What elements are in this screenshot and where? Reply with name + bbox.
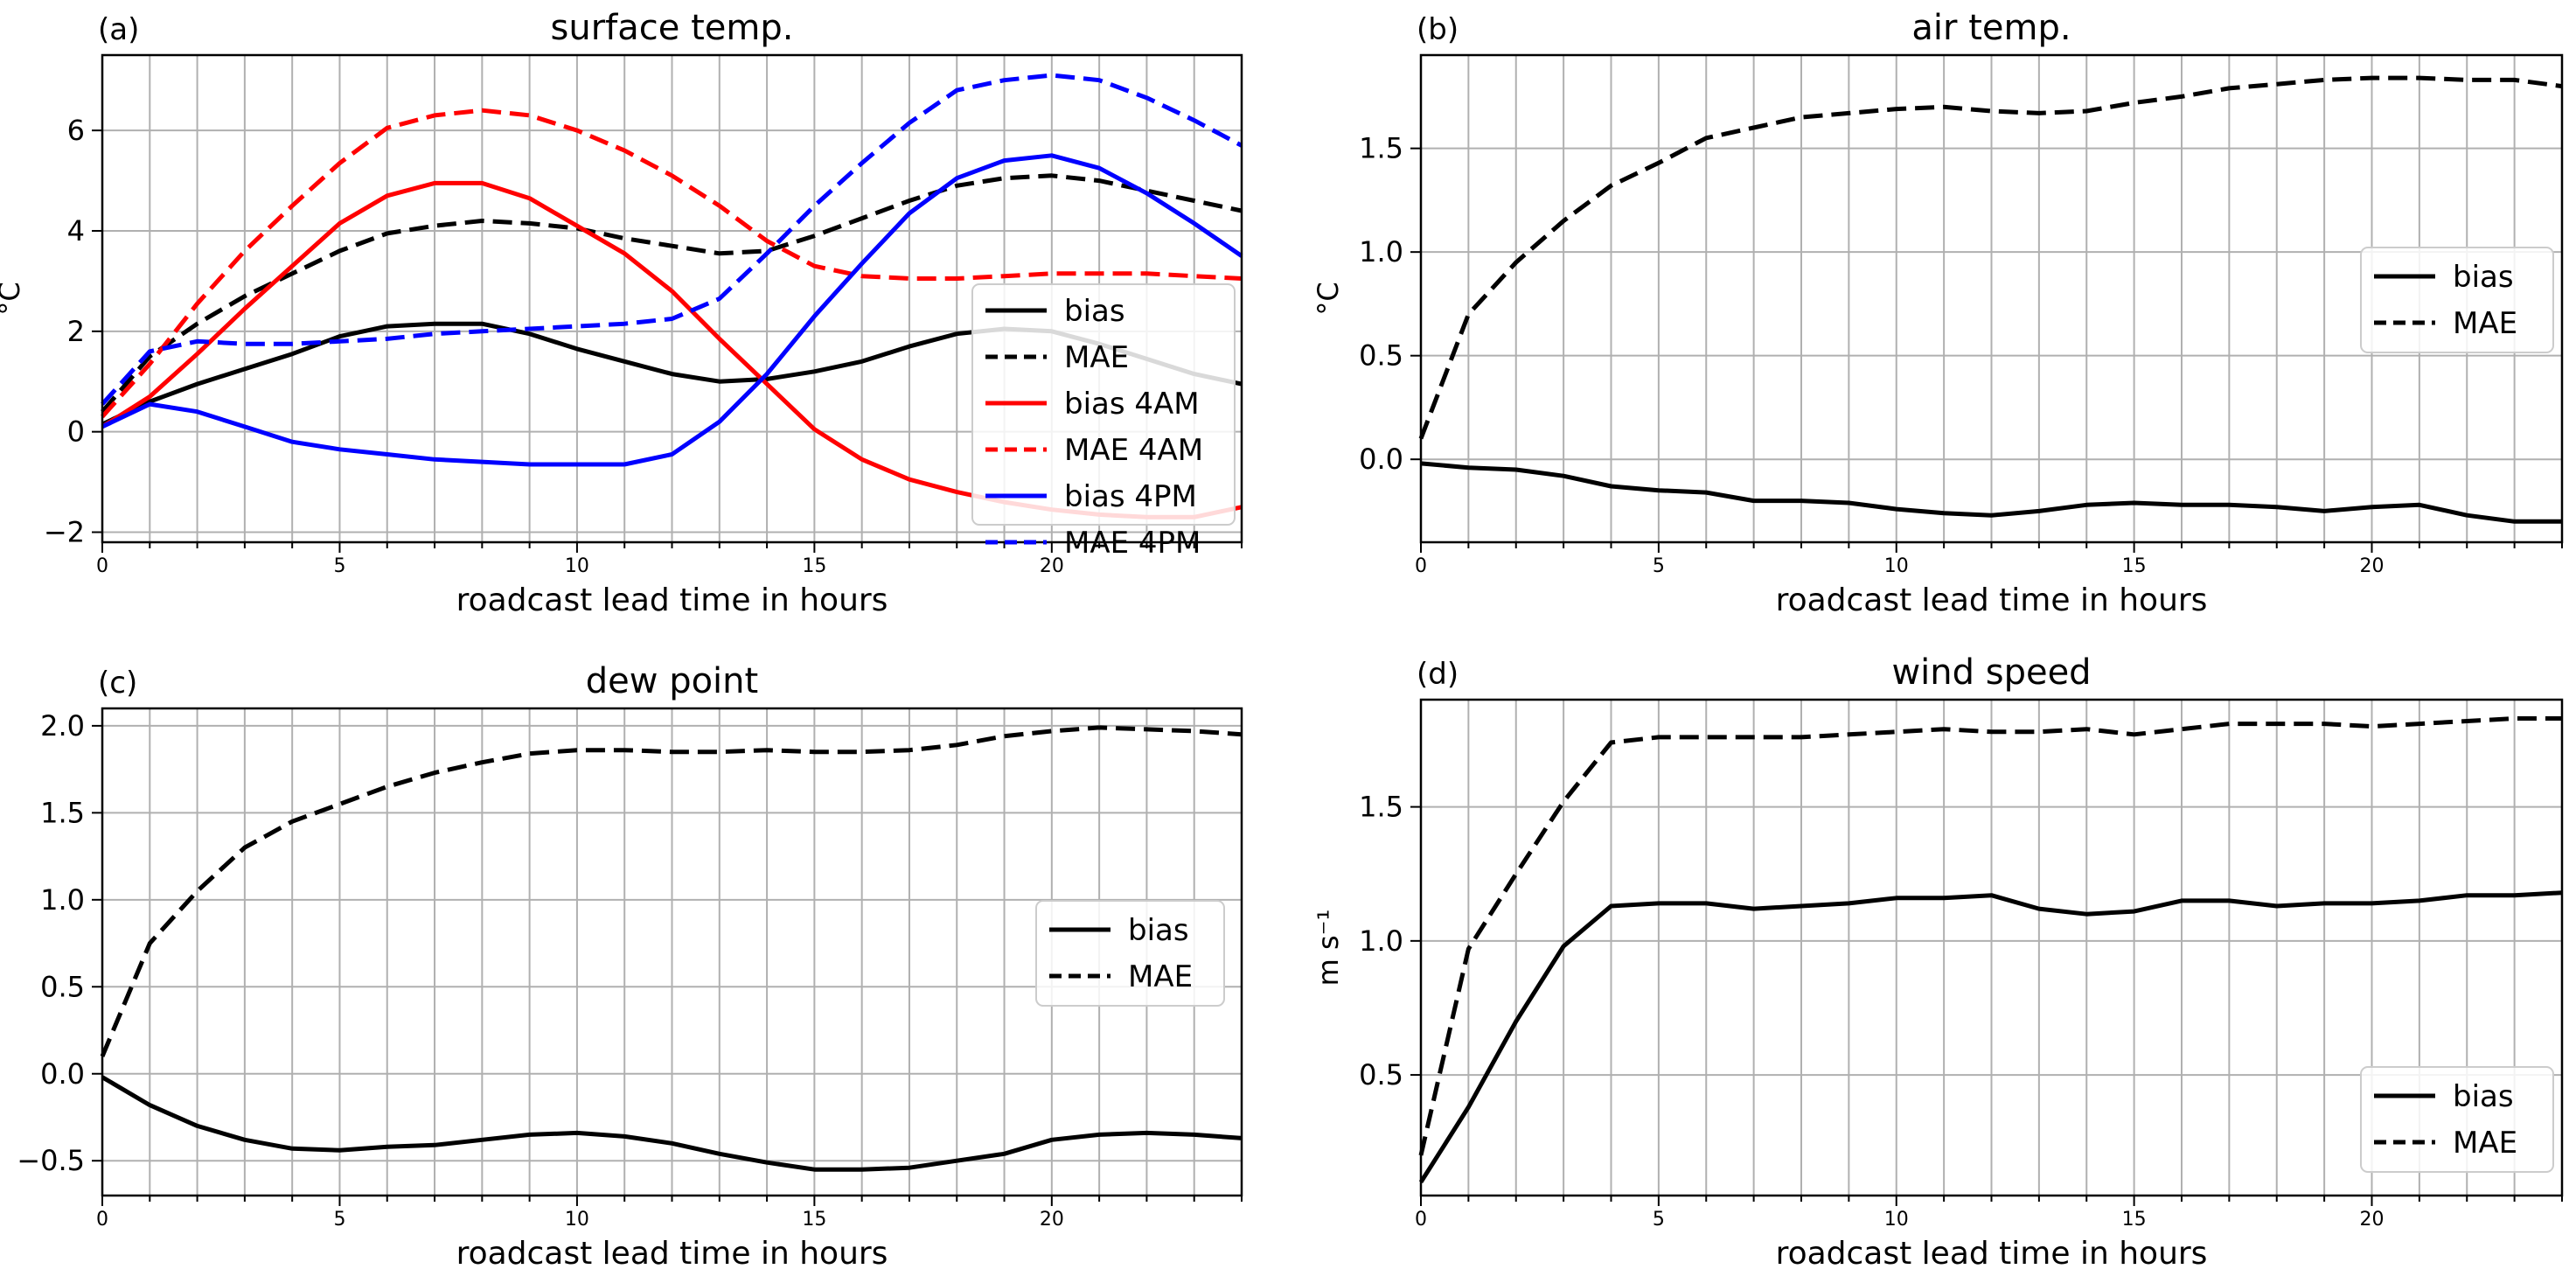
x-tick-label: 20 xyxy=(2360,1209,2385,1231)
chart-title: wind speed xyxy=(1891,652,2091,693)
x-tick-label: 20 xyxy=(2360,555,2385,577)
y-tick-label: 1.5 xyxy=(1359,791,1403,824)
x-tick-label: 15 xyxy=(802,555,826,577)
series-line-bias-4pm xyxy=(101,153,1243,467)
x-tick-label: 5 xyxy=(1653,555,1665,577)
panel-label: (a) xyxy=(98,12,139,47)
legend: bias MAE xyxy=(2360,247,2554,353)
x-tick-label: 0 xyxy=(96,1209,108,1231)
legend-label: bias 4PM xyxy=(1064,479,1197,514)
y-axis-label: m s⁻¹ xyxy=(1312,910,1345,987)
y-tick-label: −0.5 xyxy=(17,1144,85,1177)
legend-box xyxy=(2360,1066,2554,1173)
x-tick-label: 10 xyxy=(565,1209,589,1231)
y-tick-label: 4 xyxy=(67,214,85,248)
series-line-mae-4pm xyxy=(101,73,1243,406)
series-line-mae-4am xyxy=(101,108,1243,419)
legend-label: MAE 4PM xyxy=(1064,526,1201,561)
panel-3: 0 5 10 15 20 −0.5 0.0 0.5 1.0 1.5 2.0 dew point (c) r… xyxy=(17,661,1243,1272)
x-tick-label: 15 xyxy=(2122,1209,2147,1231)
legend-label: bias xyxy=(2453,1079,2514,1114)
x-axis-label: roadcast lead time in hours xyxy=(456,582,888,618)
x-tick-label: 20 xyxy=(1040,1209,1064,1231)
chart-title: surface temp. xyxy=(551,8,794,48)
panel-4: 0 5 10 15 20 0.5 1.0 1.5 wind speed (d) roadcast l… xyxy=(1312,652,2564,1272)
y-tick-label: 1.0 xyxy=(1359,924,1403,958)
x-tick-label: 0 xyxy=(1415,1209,1427,1231)
x-tick-label: 15 xyxy=(2122,555,2147,577)
x-tick-label: 0 xyxy=(1415,555,1427,577)
series-line-mae xyxy=(101,173,1243,414)
x-tick-label: 5 xyxy=(1653,1209,1665,1231)
series-line-bias xyxy=(1418,890,2563,1184)
legend: bias MAE xyxy=(1035,900,1225,1007)
legend: bias MAE bias 4AM MAE 4AM bias 4PM MAE 4PM xyxy=(971,283,1236,561)
y-tick-label: 0.5 xyxy=(1359,339,1403,373)
y-tick-label: 1.5 xyxy=(40,796,85,829)
y-tick-label: 1.5 xyxy=(1359,132,1403,165)
legend-label: bias xyxy=(1064,294,1125,329)
panel-2: 0 5 10 15 20 0.0 0.5 1.0 1.5 air temp. (b) roadcast… xyxy=(1312,8,2564,618)
x-tick-label: 0 xyxy=(96,555,108,577)
x-tick-label: 5 xyxy=(333,555,345,577)
x-tick-label: 10 xyxy=(565,555,589,577)
legend-box xyxy=(2360,247,2554,353)
y-tick-label: 0.0 xyxy=(1359,443,1403,476)
series-line-bias xyxy=(101,1075,1243,1172)
x-axis-label: roadcast lead time in hours xyxy=(456,1236,888,1272)
y-tick-label: −2 xyxy=(44,516,85,549)
x-tick-label: 20 xyxy=(1040,555,1064,577)
x-tick-label: 5 xyxy=(333,1209,345,1231)
series-line-bias xyxy=(1420,461,2562,524)
y-tick-label: 6 xyxy=(67,114,85,147)
legend-label: MAE xyxy=(1128,959,1193,994)
y-axis-label: °C xyxy=(1312,282,1345,315)
panel-1: 0 5 10 15 20 −2 0 2 4 6 surface temp. (a) roadcast l… xyxy=(0,8,1243,618)
series-line-mae xyxy=(1418,75,2563,440)
legend-box xyxy=(971,283,1236,526)
x-axis-label: roadcast lead time in hours xyxy=(1776,582,2208,618)
y-tick-label: 0.5 xyxy=(40,970,85,1003)
legend-box xyxy=(1035,900,1225,1007)
y-tick-label: 2.0 xyxy=(40,709,85,743)
x-tick-label: 15 xyxy=(802,1209,826,1231)
y-tick-label: 1.0 xyxy=(1359,235,1403,268)
x-axis-label: roadcast lead time in hours xyxy=(1776,1236,2208,1272)
legend-label: bias xyxy=(1128,913,1189,948)
legend-label: MAE xyxy=(2453,306,2517,341)
y-tick-label: 1.0 xyxy=(40,883,85,917)
panel-label: (c) xyxy=(98,666,137,701)
y-tick-label: 0.5 xyxy=(1359,1058,1403,1091)
x-tick-label: 10 xyxy=(1884,555,1909,577)
legend-label: MAE 4AM xyxy=(1064,433,1203,468)
legend-label: bias 4AM xyxy=(1064,387,1200,422)
panel-label: (b) xyxy=(1417,12,1459,47)
y-tick-label: 0.0 xyxy=(40,1057,85,1091)
series-line-mae xyxy=(1418,716,2562,1156)
y-axis-label: °C xyxy=(0,282,26,315)
legend: bias MAE xyxy=(2360,1066,2554,1173)
x-tick-label: 10 xyxy=(1884,1209,1909,1231)
legend-label: MAE xyxy=(1064,340,1129,375)
series-line-mae xyxy=(100,725,1243,1057)
legend-label: MAE xyxy=(2453,1126,2517,1161)
y-tick-label: 2 xyxy=(67,315,85,348)
chart-title: air temp. xyxy=(1911,8,2071,48)
panel-label: (d) xyxy=(1417,657,1459,692)
chart-title: dew point xyxy=(586,661,758,701)
y-tick-label: 0 xyxy=(67,415,85,449)
legend-label: bias xyxy=(2453,260,2514,295)
